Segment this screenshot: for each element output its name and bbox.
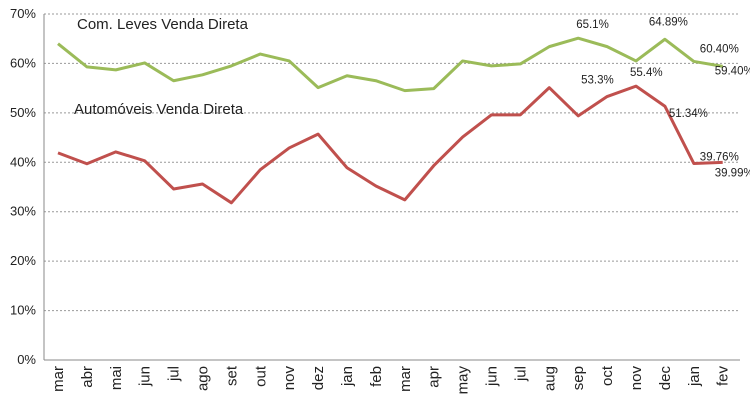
x-tick-label: jul: [166, 366, 183, 382]
x-tick-label: mar: [50, 366, 67, 392]
x-tick-label: abr: [79, 366, 96, 388]
y-tick-label: 0%: [17, 352, 36, 367]
x-tick-label: oct: [599, 365, 616, 386]
gridlines: [44, 13, 740, 361]
x-tick-label: aug: [541, 366, 558, 391]
x-tick-label: jun: [137, 366, 154, 387]
x-tick-label: fev: [715, 366, 732, 387]
y-tick-label: 50%: [10, 105, 36, 120]
x-axis-ticks: mar abr mai jun jul ago set out nov dez jan feb mar a…: [50, 365, 732, 394]
series-line-1: [57, 84, 723, 205]
series-lines: [57, 36, 723, 205]
data-label: 53.3%: [581, 75, 614, 87]
data-labels: 65.1% 64.89% 60.40% 59.40% 53.3% 55.4% 51.34% 3…: [576, 16, 750, 179]
x-tick-label: set: [223, 365, 240, 386]
y-tick-label: 40%: [10, 154, 36, 169]
x-tick-label: nov: [281, 366, 298, 391]
x-tick-label: jan: [339, 366, 356, 387]
x-tick-label: feb: [368, 366, 385, 387]
data-label: 60.40%: [700, 43, 739, 55]
x-tick-label: jul: [512, 366, 529, 382]
x-tick-label: nov: [628, 366, 645, 391]
y-tick-label: 30%: [10, 204, 36, 219]
data-label: 59.40%: [715, 65, 750, 77]
x-tick-label: out: [252, 365, 269, 387]
data-label: 39.99%: [715, 167, 750, 179]
y-tick-label: 10%: [10, 303, 36, 318]
y-axis-ticks: 0% 10% 20% 30% 40% 50% 60% 70%: [10, 6, 36, 367]
x-tick-label: may: [455, 366, 472, 395]
x-tick-label: jan: [686, 366, 703, 387]
x-tick-label: apr: [426, 366, 443, 388]
x-tick-label: sep: [570, 366, 587, 390]
series-name-automoveis: Automóveis Venda Direta: [74, 101, 244, 118]
y-tick-label: 20%: [10, 253, 36, 268]
x-tick-label: ago: [195, 366, 212, 391]
x-tick-label: mar: [397, 366, 414, 392]
x-tick-label: dez: [310, 366, 327, 390]
series-line-0: [57, 36, 723, 93]
x-tick-label: dec: [657, 366, 674, 391]
data-label: 39.76%: [700, 151, 739, 163]
series-name-com-leves: Com. Leves Venda Direta: [77, 16, 249, 33]
data-label: 65.1%: [576, 19, 609, 31]
y-tick-label: 70%: [10, 6, 36, 21]
data-label: 55.4%: [630, 67, 663, 79]
data-label: 64.89%: [649, 16, 688, 28]
data-label: 51.34%: [669, 108, 708, 120]
x-tick-label: mai: [108, 366, 125, 390]
x-tick-label: jun: [484, 366, 501, 387]
y-tick-label: 60%: [10, 55, 36, 70]
